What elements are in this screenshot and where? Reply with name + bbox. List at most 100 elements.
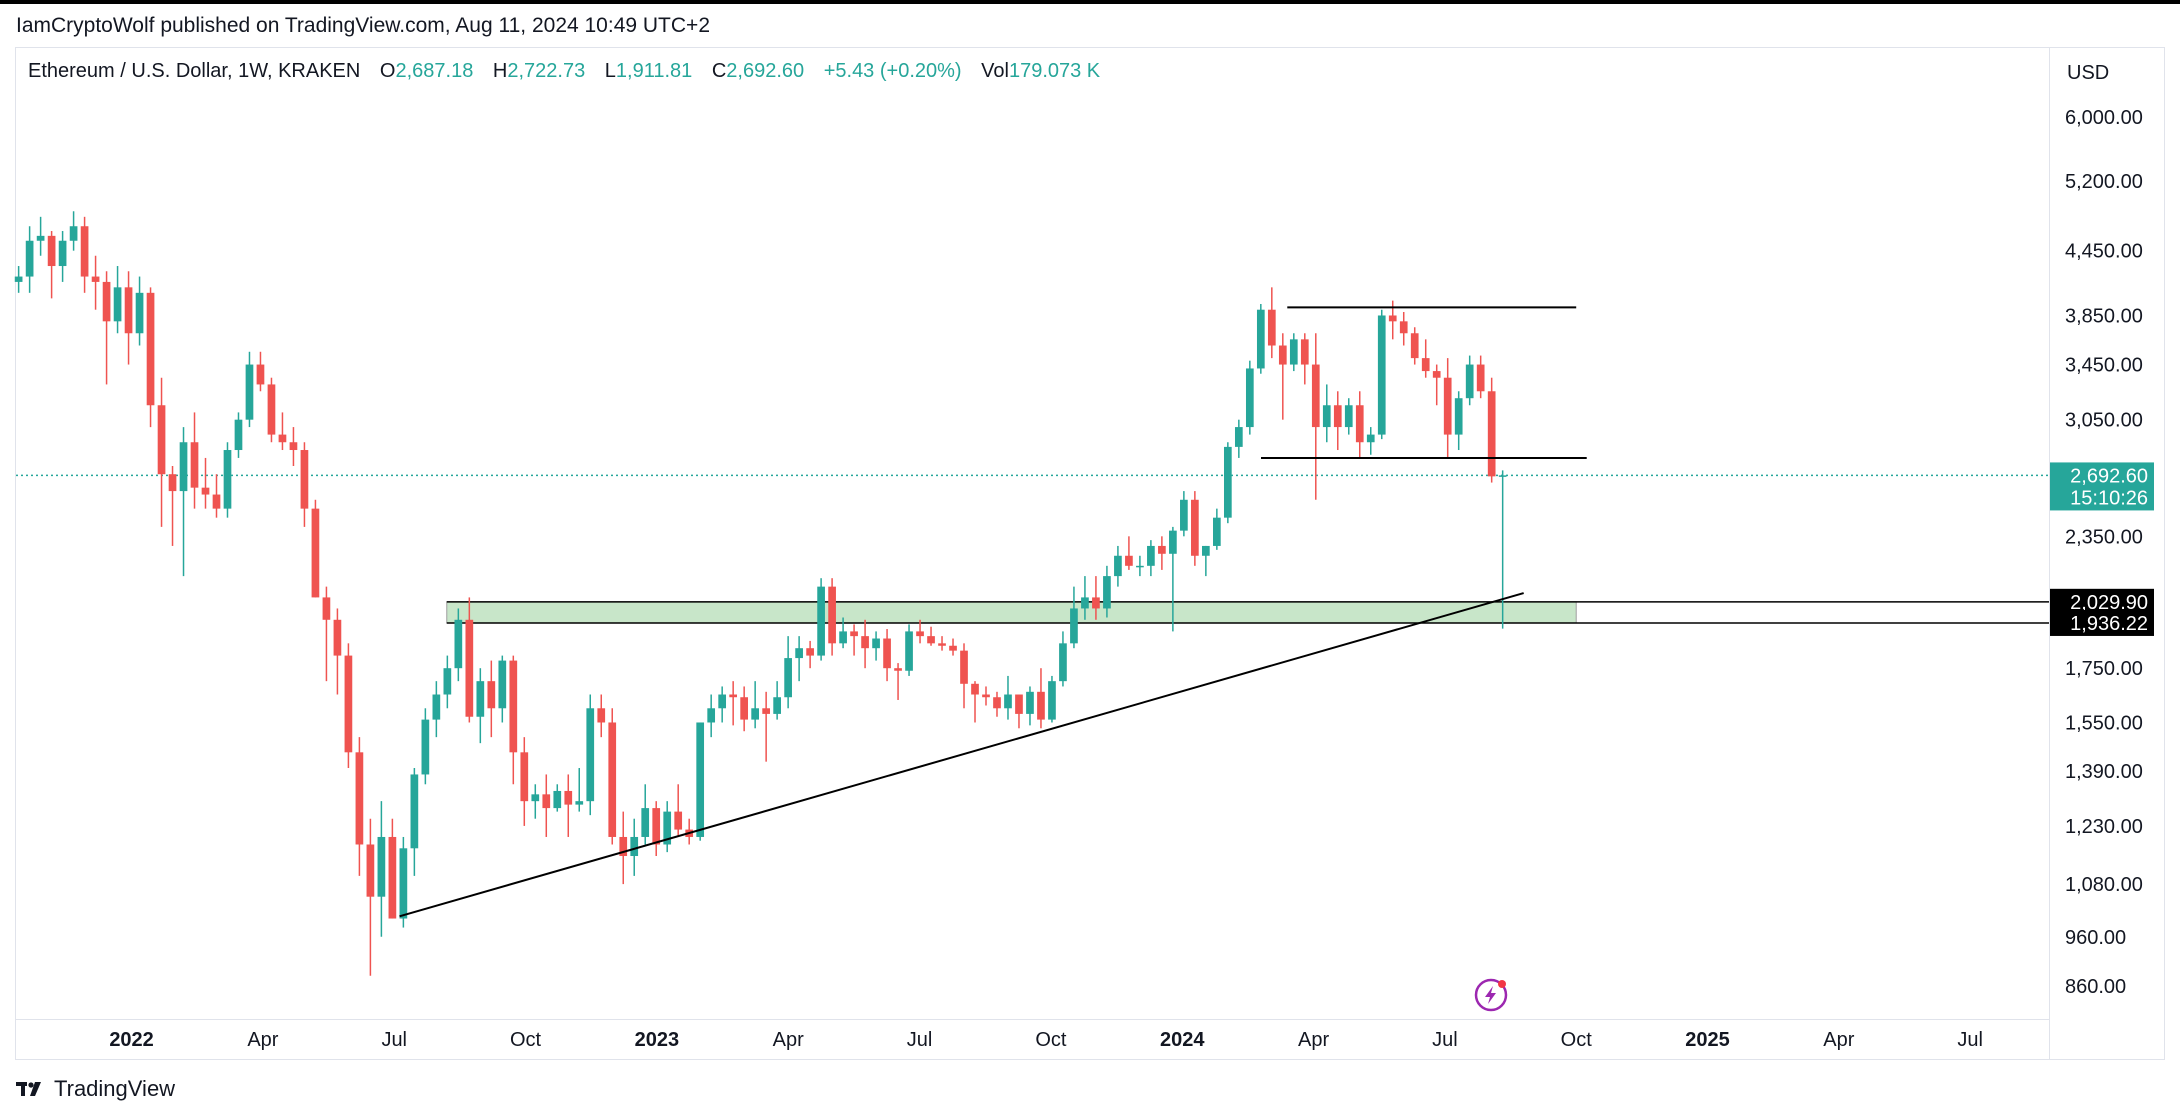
price-tick-label: 3,450.00	[2065, 355, 2143, 377]
ascending-trendline	[399, 592, 1524, 918]
candle-body	[993, 697, 1001, 709]
candle-body	[894, 668, 902, 671]
chart-frame[interactable]	[15, 47, 2165, 1060]
candle-body	[289, 442, 298, 451]
price-tick-label: 6,000.00	[2065, 107, 2143, 129]
candle-body	[520, 752, 529, 802]
candle-body	[850, 631, 858, 637]
candle-body	[355, 752, 364, 845]
time-tick-label: Jul	[907, 1029, 933, 1051]
candle-body	[1081, 597, 1089, 609]
candle-body	[927, 636, 935, 644]
candle-body	[102, 281, 111, 322]
tradingview-logo-icon	[16, 1082, 41, 1096]
candle-body	[1322, 405, 1331, 428]
candle-body	[1289, 339, 1298, 365]
candle-body	[630, 836, 639, 857]
candle-body	[1355, 405, 1364, 443]
time-tick-label: 2023	[635, 1029, 680, 1051]
time-tick-label: Oct	[1561, 1029, 1593, 1051]
candle-body	[1015, 694, 1023, 714]
candle-body	[1125, 555, 1133, 566]
candle-body	[278, 434, 287, 443]
open-value: 2,687.18	[395, 60, 474, 82]
candle-body	[817, 586, 825, 656]
candle-body	[575, 801, 584, 805]
candle-body	[212, 494, 221, 509]
change-value: +5.43 (+0.20%)	[823, 60, 962, 82]
candle-body	[828, 586, 836, 644]
candle-body	[223, 450, 232, 509]
candle-body	[146, 292, 155, 406]
candle-body	[1333, 405, 1342, 428]
price-tick-label: 1,230.00	[2065, 816, 2143, 838]
lightning-icon[interactable]	[1474, 978, 1508, 1012]
candle-body	[421, 719, 430, 775]
candle-body	[487, 681, 496, 709]
candle-body	[971, 683, 979, 695]
candle-body	[597, 708, 606, 723]
candle-body	[234, 419, 243, 451]
candle-body	[905, 631, 913, 671]
candle-body	[36, 235, 45, 241]
price-tick-label: 2,350.00	[2065, 526, 2143, 548]
candle-body	[443, 668, 452, 695]
candle-body	[1421, 358, 1430, 372]
candle-body	[1366, 434, 1375, 443]
candle-body	[839, 631, 847, 644]
candle-body	[1169, 530, 1177, 554]
candle-body	[784, 658, 792, 698]
candle-body	[872, 638, 880, 649]
candle-body	[641, 808, 650, 837]
time-tick-label: 2024	[1160, 1029, 1205, 1051]
candle-body	[1245, 368, 1254, 428]
price-axis-divider	[2049, 47, 2050, 1060]
low-label: L	[604, 60, 616, 82]
price-tick-label: 1,390.00	[2065, 761, 2143, 783]
time-tick-label: Jul	[381, 1029, 407, 1051]
candle-body	[1136, 565, 1144, 568]
candle-body	[696, 722, 705, 837]
price-tick-label: 860.00	[2065, 976, 2126, 998]
candle-body	[322, 597, 331, 620]
candle-body	[1180, 499, 1188, 531]
candle-body	[201, 487, 210, 495]
candle-body	[410, 774, 419, 849]
candle-body	[1202, 545, 1210, 556]
candle-body	[1300, 339, 1309, 365]
candle-body	[982, 694, 990, 698]
candle-body	[124, 287, 133, 334]
candle-body	[553, 790, 562, 809]
candle-body	[531, 794, 540, 802]
candle-body	[806, 648, 814, 656]
candle-body	[190, 442, 199, 488]
currency-selector[interactable]: USD	[2067, 62, 2110, 84]
price-tick-label: 1,750.00	[2065, 658, 2143, 680]
candle-body	[179, 442, 188, 492]
candle-body	[1147, 545, 1155, 566]
last-price-label: 2,692.60	[2070, 465, 2148, 487]
top-border	[0, 0, 2180, 4]
candle-body	[718, 694, 727, 709]
time-axis-divider	[15, 1019, 2050, 1020]
candle-body	[1103, 576, 1111, 609]
candle-body	[916, 631, 924, 637]
candle-body	[1465, 364, 1474, 399]
level-price-label: 1,936.22	[2070, 613, 2148, 635]
candle-body	[1410, 333, 1419, 359]
tradingview-brand: TradingView	[54, 1076, 176, 1101]
publisher-line: IamCryptoWolf published on TradingView.c…	[16, 14, 710, 37]
candle-body	[960, 650, 968, 684]
candle-body	[1092, 597, 1100, 609]
time-tick-label: Apr	[247, 1029, 278, 1051]
symbol-description[interactable]: Ethereum / U.S. Dollar, 1W, KRAKEN	[28, 60, 361, 82]
candle-body	[1498, 475, 1507, 477]
candle-body	[663, 811, 672, 845]
candle-body	[1454, 398, 1463, 435]
candle-body	[1026, 691, 1034, 714]
price-tick-label: 1,550.00	[2065, 712, 2143, 734]
candle-body	[432, 694, 441, 720]
candle-body	[1037, 691, 1045, 720]
candle-body	[1278, 345, 1287, 365]
